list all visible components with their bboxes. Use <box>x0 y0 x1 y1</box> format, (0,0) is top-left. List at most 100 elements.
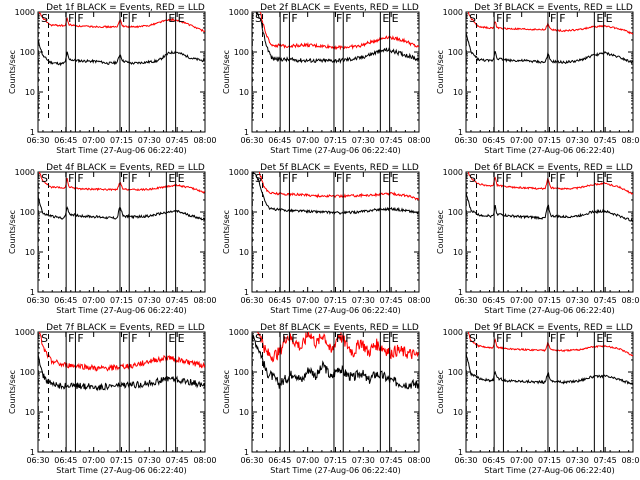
marker-label: F <box>131 332 137 345</box>
x-tick-label: 07:15 <box>110 136 133 145</box>
x-tick-label: 06:45 <box>54 296 77 305</box>
marker-label: E <box>382 172 389 185</box>
chart-title: Det 7f BLACK = Events, RED = LLD <box>46 323 205 333</box>
marker-label: E <box>596 12 603 25</box>
y-tick-label: 1000 <box>229 168 249 177</box>
marker-label: E <box>382 12 389 25</box>
x-tick-label: 08:00 <box>193 136 216 145</box>
x-tick-label: 07:30 <box>138 456 161 465</box>
x-tick-label: 07:30 <box>566 296 589 305</box>
marker-label: F <box>505 332 511 345</box>
marker-label: F <box>68 12 74 25</box>
y-tick-label: 10 <box>453 408 463 417</box>
marker-label: F <box>345 12 351 25</box>
x-tick-label: 07:45 <box>166 456 189 465</box>
marker-label: F <box>282 332 288 345</box>
marker-label: F <box>550 12 556 25</box>
y-tick-label: 10 <box>25 88 35 97</box>
x-axis-label: Start Time (27-Aug-06 06:22:40) <box>56 146 187 155</box>
marker-label: F <box>505 12 511 25</box>
y-tick-label: 10 <box>453 88 463 97</box>
y-tick-label: 10 <box>453 248 463 257</box>
marker-label: F <box>68 172 74 185</box>
x-tick-label: 07:45 <box>380 136 403 145</box>
x-tick-label: 06:45 <box>482 136 505 145</box>
x-tick-label: 07:00 <box>510 296 533 305</box>
x-tick-label: 07:00 <box>82 296 105 305</box>
x-axis-label: Start Time (27-Aug-06 06:22:40) <box>484 306 615 315</box>
y-axis-label: Counts/sec <box>8 210 17 254</box>
marker-label: E <box>606 12 613 25</box>
marker-label: E <box>606 172 613 185</box>
marker-label: S <box>41 12 48 25</box>
y-tick-label: 1 <box>244 128 249 137</box>
chart-title: Det 9f BLACK = Events, RED = LLD <box>474 323 633 333</box>
y-axis-label: Counts/sec <box>436 50 445 94</box>
y-tick-label: 1 <box>30 288 35 297</box>
x-axis-label: Start Time (27-Aug-06 06:22:40) <box>56 466 187 475</box>
x-tick-label: 07:30 <box>566 456 589 465</box>
y-tick-label: 1000 <box>443 168 463 177</box>
x-tick-label: 06:45 <box>482 456 505 465</box>
marker-label: E <box>382 332 389 345</box>
marker-label: F <box>550 172 556 185</box>
y-tick-label: 1000 <box>443 328 463 337</box>
y-tick-label: 1 <box>30 128 35 137</box>
plot-frame <box>37 171 206 293</box>
marker-label: F <box>345 332 351 345</box>
marker-label: S <box>255 332 262 345</box>
x-tick-label: 07:15 <box>324 136 347 145</box>
y-axis-label: Counts/sec <box>8 370 17 414</box>
x-axis-label: Start Time (27-Aug-06 06:22:40) <box>56 306 187 315</box>
y-tick-label: 1000 <box>15 8 35 17</box>
chart-title: Det 1f BLACK = Events, RED = LLD <box>46 3 205 13</box>
y-tick-label: 100 <box>234 208 249 217</box>
marker-label: F <box>496 172 502 185</box>
x-tick-label: 08:00 <box>621 456 640 465</box>
chart-panel: Det 8f BLACK = Events, RED = LLD 1 10 100 10… <box>222 323 431 475</box>
x-tick-label: 06:45 <box>268 136 291 145</box>
marker-label: F <box>336 332 342 345</box>
marker-label: E <box>178 12 185 25</box>
marker-label: F <box>122 172 128 185</box>
x-tick-label: 06:30 <box>240 296 263 305</box>
y-tick-label: 10 <box>25 408 35 417</box>
y-tick-label: 1 <box>30 448 35 457</box>
marker-label: E <box>392 332 399 345</box>
x-tick-label: 06:30 <box>26 296 49 305</box>
marker-label: S <box>255 12 262 25</box>
x-tick-label: 08:00 <box>621 296 640 305</box>
marker-label: F <box>345 172 351 185</box>
x-tick-label: 07:00 <box>296 456 319 465</box>
y-tick-label: 1000 <box>15 328 35 337</box>
marker-label: S <box>469 172 476 185</box>
chart-title: Det 8f BLACK = Events, RED = LLD <box>260 323 419 333</box>
x-tick-label: 06:30 <box>454 456 477 465</box>
events-series-line <box>38 196 205 221</box>
y-axis-label: Counts/sec <box>436 210 445 254</box>
chart-panel: Det 2f BLACK = Events, RED = LLD 1 10 100 10… <box>222 3 431 155</box>
plot-frame <box>465 11 634 133</box>
x-tick-label: 08:00 <box>407 136 430 145</box>
y-tick-label: 1000 <box>443 8 463 17</box>
x-tick-label: 08:00 <box>407 456 430 465</box>
x-axis-label: Start Time (27-Aug-06 06:22:40) <box>270 306 401 315</box>
marker-label: F <box>122 332 128 345</box>
marker-label: F <box>77 172 83 185</box>
marker-label: F <box>282 172 288 185</box>
marker-label: F <box>291 172 297 185</box>
marker-label: E <box>168 172 175 185</box>
chart-title: Det 3f BLACK = Events, RED = LLD <box>474 3 633 13</box>
marker-label: F <box>68 332 74 345</box>
events-series-line <box>466 33 633 65</box>
x-tick-label: 07:00 <box>82 136 105 145</box>
y-tick-label: 1 <box>458 448 463 457</box>
x-axis-label: Start Time (27-Aug-06 06:22:40) <box>270 466 401 475</box>
x-tick-label: 07:15 <box>324 456 347 465</box>
y-tick-label: 100 <box>234 368 249 377</box>
y-tick-label: 100 <box>448 48 463 57</box>
marker-label: S <box>255 172 262 185</box>
marker-label: E <box>168 12 175 25</box>
y-tick-label: 100 <box>20 208 35 217</box>
y-tick-label: 100 <box>20 368 35 377</box>
